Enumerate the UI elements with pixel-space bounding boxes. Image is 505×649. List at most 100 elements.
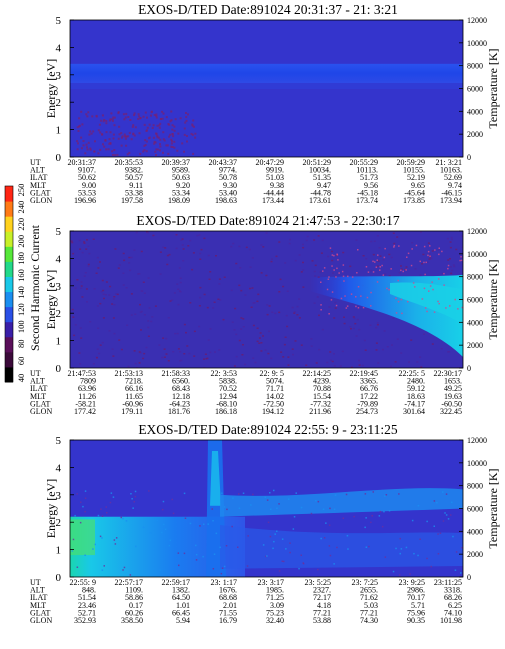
- table-row-label: GLON: [30, 616, 52, 625]
- colorbar-segment: [5, 216, 13, 232]
- table-cell: 173.74: [356, 196, 378, 205]
- colorbar-tick-label: 220: [16, 218, 26, 231]
- y2-tick-label: 8000: [467, 482, 483, 491]
- table-cell: 21:53:13: [115, 369, 143, 378]
- table-cell: 9.38: [270, 181, 284, 190]
- table-cell: 9.11: [129, 181, 143, 190]
- y-tick-label: 2: [56, 308, 62, 320]
- y2-tick-label: 4000: [467, 107, 483, 116]
- y2-tick-label: 10000: [467, 459, 487, 468]
- y-tick-label: 1: [56, 336, 62, 348]
- emission-band: [70, 63, 463, 84]
- table-cell: 173.85: [403, 196, 425, 205]
- table-cell: 9.74: [448, 181, 462, 190]
- colorbar-segment: [5, 306, 13, 323]
- y-tick-label: 4: [56, 42, 62, 54]
- y-axis-label: Energy [eV]: [44, 479, 58, 538]
- table-row-label: ALT: [30, 586, 45, 595]
- table-cell: -68.10: [216, 399, 237, 408]
- panel-title: EXOS-D/TED Date:891024 22:55: 9 - 23:11:…: [138, 422, 398, 437]
- table-row-label: ILAT: [30, 593, 47, 602]
- table-cell: 3.09: [270, 601, 284, 610]
- table-cell: 68.26: [444, 593, 462, 602]
- y-tick-label: 0: [56, 572, 62, 584]
- table-cell: 11.26: [78, 392, 96, 401]
- y-tick-label: 5: [56, 226, 62, 238]
- heatmap-area: [70, 231, 463, 368]
- table-cell: 4.18: [317, 601, 331, 610]
- table-cell: 16.79: [219, 616, 237, 625]
- table-cell: 53.53: [78, 188, 96, 197]
- table-cell: 177.42: [74, 407, 96, 416]
- table-cell: -45.18: [357, 188, 378, 197]
- y-tick-label: 5: [56, 435, 62, 447]
- table-cell: 254.73: [356, 407, 378, 416]
- panel-1: EXOS-D/TED Date:891024 20:31:37 - 21: 3:…: [30, 2, 500, 205]
- colorbar-tick-label: 60: [16, 357, 26, 366]
- table-cell: 2.01: [223, 601, 237, 610]
- table-cell: 173.44: [262, 196, 284, 205]
- table-cell: 51.35: [313, 173, 331, 182]
- y2-tick-label: 12000: [467, 436, 487, 445]
- y2-tick-label: 2000: [467, 550, 483, 559]
- table-row-label: MLT: [30, 181, 46, 190]
- table-cell: 181.76: [168, 407, 190, 416]
- table-cell: 2986.: [407, 586, 425, 595]
- table-cell: 5838.: [219, 377, 237, 386]
- table-cell: 53.40: [219, 188, 237, 197]
- table-cell: 51.73: [360, 173, 378, 182]
- table-cell: 12.94: [219, 392, 237, 401]
- colorbar-segment: [5, 321, 13, 338]
- table-cell: 9382.: [125, 166, 143, 175]
- table-row-label: GLAT: [30, 608, 51, 617]
- table-cell: 52.19: [407, 173, 425, 182]
- y2-axis-label: Temperature [K]: [486, 259, 500, 339]
- table-cell: 173.94: [440, 196, 462, 205]
- y2-tick-label: 12000: [467, 16, 487, 25]
- table-cell: 848.: [82, 586, 96, 595]
- table-cell: 74.30: [360, 616, 378, 625]
- table-cell: 49.25: [444, 384, 462, 393]
- table-cell: -58.21: [75, 399, 96, 408]
- table-cell: 17.22: [360, 392, 378, 401]
- table-cell: 23.46: [78, 601, 96, 610]
- table-cell: 9.56: [364, 181, 378, 190]
- table-row-label: ILAT: [30, 173, 47, 182]
- table-cell: 50.57: [125, 173, 143, 182]
- colorbar-tick-label: 140: [16, 286, 26, 299]
- table-cell: 70.17: [407, 593, 425, 602]
- heatmap-area: [70, 440, 463, 577]
- panel-3: EXOS-D/TED Date:891024 22:55: 9 - 23:11:…: [30, 422, 500, 625]
- table-cell: -60.50: [441, 399, 462, 408]
- colorbar-label: Second Harmonic Current: [28, 224, 42, 351]
- table-cell: 5.71: [411, 601, 425, 610]
- table-row-label: UT: [30, 578, 41, 587]
- table-cell: 9.20: [176, 181, 190, 190]
- y2-tick-label: 8000: [467, 62, 483, 71]
- table-cell: 63.96: [78, 384, 96, 393]
- table-cell: 23: 7:25: [352, 578, 378, 587]
- table-row-label: ALT: [30, 377, 45, 386]
- table-cell: 22:57:17: [115, 578, 143, 587]
- colorbar-segment: [5, 246, 13, 262]
- y-tick-label: 3: [56, 70, 62, 82]
- table-cell: 12.18: [172, 392, 190, 401]
- table-cell: 3318.: [444, 586, 462, 595]
- table-cell: 22: 9: 5: [260, 369, 284, 378]
- orbit-table: UT 21:47:53 21:53:13 21:58:33 22: 3:53 22: 9:…: [30, 369, 462, 416]
- y-tick-label: 3: [56, 490, 62, 502]
- table-cell: 22:59:17: [162, 578, 190, 587]
- table-cell: 66.76: [360, 384, 378, 393]
- table-cell: 10163.: [440, 166, 462, 175]
- table-cell: 198.63: [215, 196, 237, 205]
- table-cell: 71.55: [219, 608, 237, 617]
- table-cell: 66.16: [125, 384, 143, 393]
- table-cell: 90.35: [407, 616, 425, 625]
- y2-tick-label: 0: [467, 573, 471, 582]
- table-cell: 2655.: [360, 586, 378, 595]
- y2-tick-label: 4000: [467, 527, 483, 536]
- table-cell: 352.93: [74, 616, 96, 625]
- table-cell: 18.63: [407, 392, 425, 401]
- table-cell: 52.69: [444, 173, 462, 182]
- table-cell: 173.61: [309, 196, 331, 205]
